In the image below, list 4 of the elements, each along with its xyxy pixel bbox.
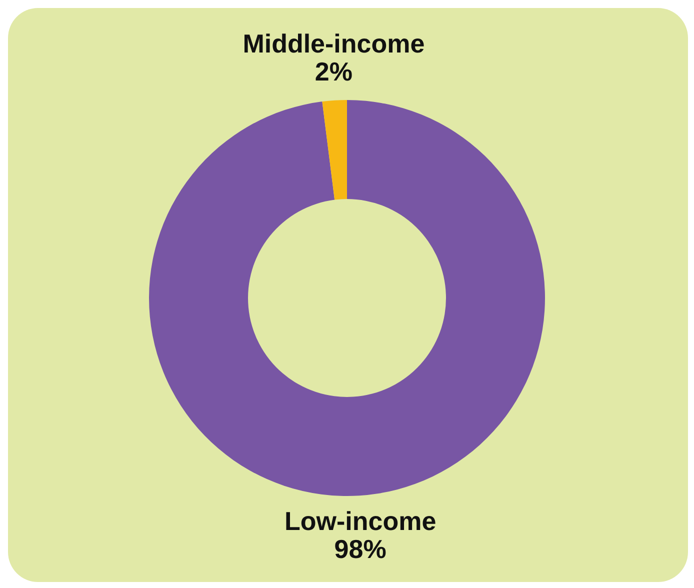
slice-label: Low-income <box>284 506 436 536</box>
data-label: 2% <box>314 56 352 87</box>
slice-label: Middle-income <box>242 28 425 59</box>
data-label: 98% <box>334 534 386 564</box>
